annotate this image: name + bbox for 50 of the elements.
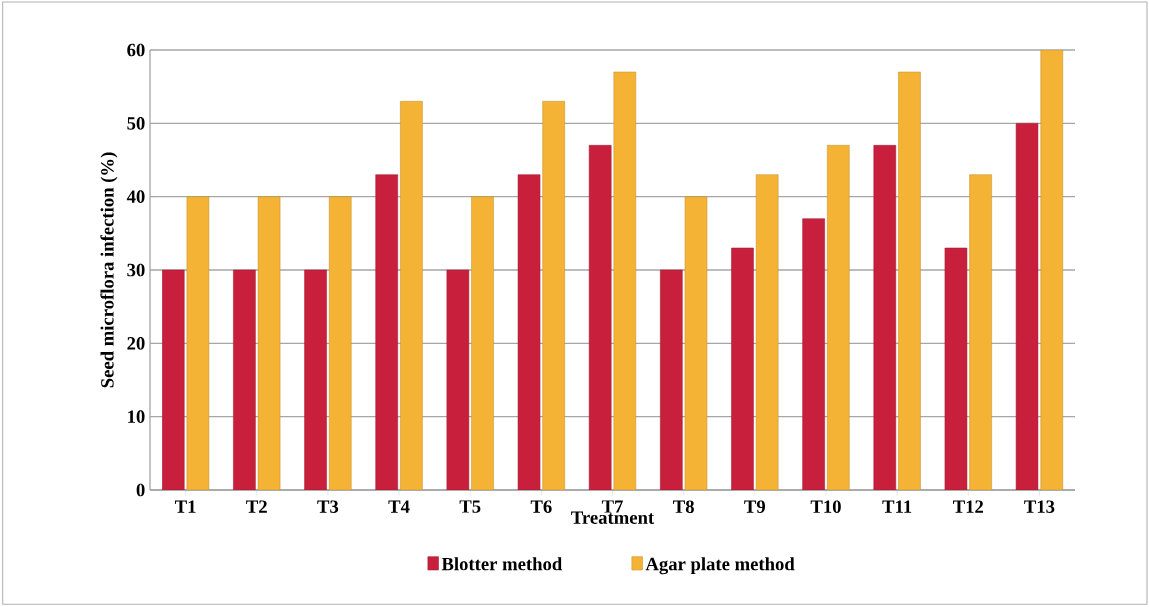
bar [400,101,423,490]
x-tick-label: T9 [744,500,766,513]
x-tick-label: T11 [882,500,912,513]
x-tick-label: T1 [174,500,196,513]
bar [328,196,352,490]
bar [161,269,185,490]
bar [731,247,754,490]
bar [446,269,470,490]
y-tick-label: 10 [128,410,145,423]
x-axis-title: Treatment [571,511,655,524]
bar [304,269,327,490]
legend-label: Agar plate method [645,557,795,575]
legend-label: Blotter method [441,557,563,571]
x-tick-label: T6 [530,500,552,513]
y-tick-label: 40 [126,190,145,203]
x-tick-label: T7 [601,500,623,513]
bar [542,101,565,490]
y-tick-label: 0 [136,483,145,497]
bar [969,174,992,490]
x-tick-label: T10 [810,500,841,513]
y-tick-label: 50 [127,117,145,130]
bar [257,196,281,490]
bar [517,174,541,490]
bar [873,145,897,490]
y-tick-label: 30 [127,263,145,277]
bar [827,145,850,490]
bar [802,218,825,490]
y-axis-title: Seed microflora infection (%) [100,152,118,388]
bar [613,71,637,490]
bar [186,196,210,490]
x-tick-label: T3 [317,500,339,513]
bar [1040,50,1064,490]
y-tick-label: 60 [127,43,145,57]
x-tick-label: T8 [673,500,694,513]
bar [1015,123,1039,490]
x-tick-label: T13 [1024,500,1055,513]
y-tick-label: 20 [127,337,145,350]
x-tick-label: T12 [953,500,984,513]
x-tick-label: T4 [388,500,410,513]
bar [471,196,494,490]
bar [684,196,708,490]
bar [375,174,398,490]
x-tick-label: T5 [459,500,481,513]
x-tick-label: T2 [246,500,267,513]
bar [660,269,683,490]
bar [944,247,968,490]
bar [755,174,779,490]
bar [233,269,256,490]
bar [898,71,921,490]
bar [588,145,612,490]
